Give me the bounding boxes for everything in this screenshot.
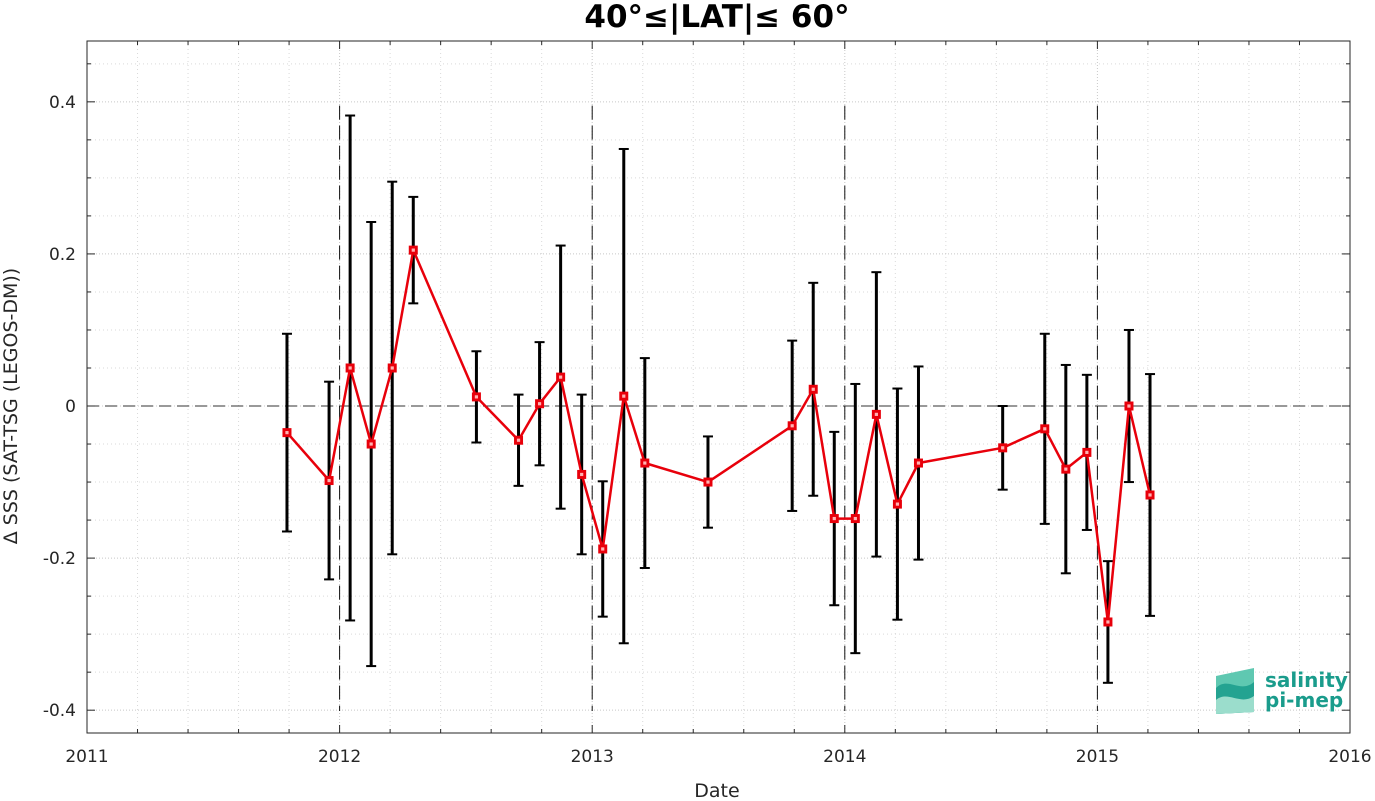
data-point-marker-highlight xyxy=(622,394,626,398)
data-point-marker-highlight xyxy=(790,424,794,428)
plot-frame xyxy=(86,40,1351,734)
x-tick-label: 2012 xyxy=(318,747,361,767)
x-tick-label: 2014 xyxy=(823,747,866,767)
y-tick-label: 0 xyxy=(65,397,76,417)
data-point-marker-highlight xyxy=(1148,493,1152,497)
data-point-marker-highlight xyxy=(1085,450,1089,454)
x-tick-label: 2013 xyxy=(571,747,614,767)
x-tick-label: 2011 xyxy=(65,747,108,767)
series-layer xyxy=(282,245,1155,627)
logo-line1: salinity xyxy=(1265,668,1348,692)
axis-ticks xyxy=(86,41,1351,733)
data-point-marker-highlight xyxy=(916,461,921,465)
x-tick-label: 2016 xyxy=(1328,747,1371,767)
data-point-marker-highlight xyxy=(474,395,479,399)
data-point-marker-highlight xyxy=(643,461,647,465)
data-point-marker-highlight xyxy=(1106,620,1110,624)
data-point-marker-highlight xyxy=(706,480,710,484)
data-point-marker-highlight xyxy=(285,431,289,435)
y-axis-label: Δ SSS (SAT-TSG (LEGOS-DM)) xyxy=(0,268,22,544)
salinity-pi-mep-logo: salinity pi-mep xyxy=(1216,668,1348,714)
data-point-marker-highlight xyxy=(874,412,878,416)
chart-title: 40°≤|LAT|≤ 60° xyxy=(584,0,849,35)
y-tick-label: 0.4 xyxy=(49,93,76,113)
data-point-marker-highlight xyxy=(580,472,584,477)
data-point-marker-highlight xyxy=(1127,404,1131,408)
logo-wave-icon xyxy=(1216,668,1254,714)
data-point-marker-highlight xyxy=(348,366,352,370)
data-point-marker-highlight xyxy=(327,478,331,483)
reference-lines xyxy=(87,105,1350,711)
axes-frame xyxy=(86,40,1351,734)
data-point-marker-highlight xyxy=(601,547,605,551)
x-axis-label: Date xyxy=(694,780,739,801)
data-point-marker-highlight xyxy=(369,442,373,446)
data-point-marker-highlight xyxy=(811,387,815,391)
data-point-marker-highlight xyxy=(537,402,542,406)
minor-grid xyxy=(87,41,1350,733)
data-point-marker-highlight xyxy=(411,248,415,252)
data-point-marker-highlight xyxy=(1064,467,1068,471)
tick-labels: 2011 2012 2013 2014 2015 2016 -0.4 -0.2 0 0.2 0.4 xyxy=(43,93,1372,767)
y-tick-label: 0.2 xyxy=(49,245,76,265)
logo-line2: pi-mep xyxy=(1265,688,1343,712)
data-point-marker-highlight xyxy=(390,366,394,370)
y-tick-label: -0.2 xyxy=(43,549,76,569)
data-point-marker-highlight xyxy=(853,516,857,521)
data-point-marker-highlight xyxy=(832,516,836,521)
data-point-marker-highlight xyxy=(895,502,900,506)
data-point-marker-highlight xyxy=(1043,427,1047,431)
data-point-marker-highlight xyxy=(516,438,521,442)
data-point-marker-highlight xyxy=(559,375,563,379)
y-tick-label: -0.4 xyxy=(43,701,76,721)
data-point-marker-highlight xyxy=(1001,446,1005,450)
x-tick-label: 2015 xyxy=(1076,747,1119,767)
